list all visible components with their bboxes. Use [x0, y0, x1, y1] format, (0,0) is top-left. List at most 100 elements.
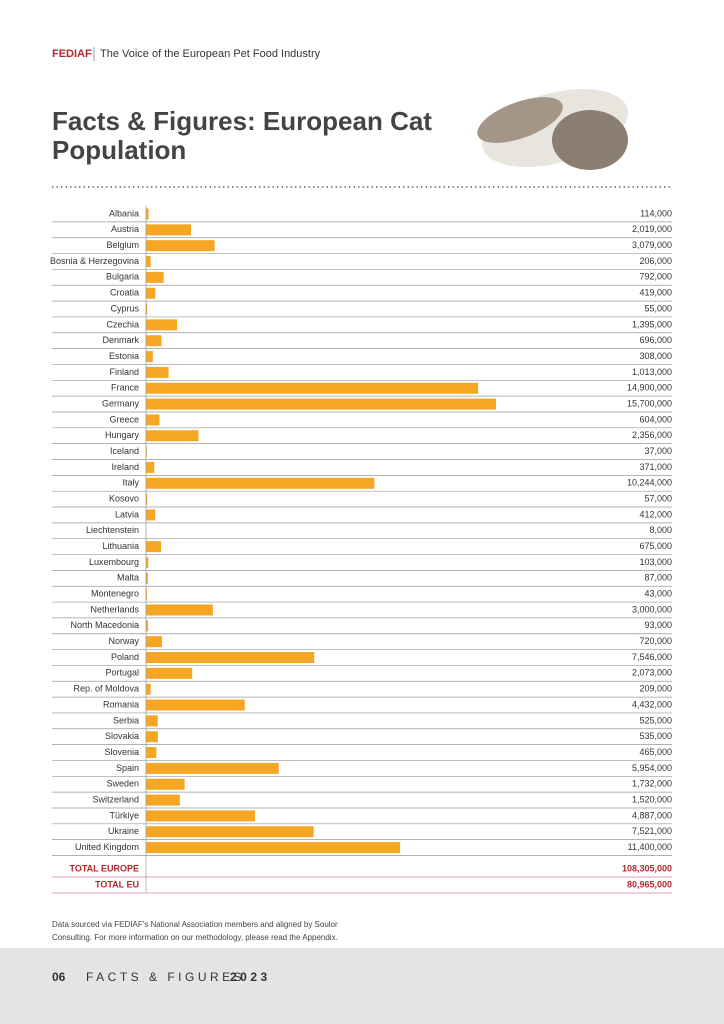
bar [146, 303, 148, 315]
bar [146, 493, 148, 505]
bar [146, 747, 157, 759]
country-label: Finland [109, 367, 139, 377]
value-label: 2,356,000 [632, 430, 672, 440]
value-label: 87,000 [644, 573, 672, 583]
country-label: Denmark [102, 335, 139, 345]
value-label: 696,000 [639, 335, 672, 345]
bar [146, 366, 169, 378]
country-label: Greece [109, 414, 139, 424]
country-label: Albania [109, 208, 139, 218]
total-value: 108,305,000 [622, 863, 672, 873]
value-label: 1,732,000 [632, 779, 672, 789]
bar [146, 256, 151, 268]
country-label: Rep. of Moldova [73, 684, 139, 694]
bar [146, 604, 213, 616]
bar [146, 541, 162, 553]
total-value: 80,965,000 [627, 879, 672, 889]
bar [146, 683, 151, 695]
value-label: 604,000 [639, 414, 672, 424]
value-label: 1,013,000 [632, 367, 672, 377]
bar [146, 446, 147, 458]
value-label: 7,521,000 [632, 826, 672, 836]
title: Population [52, 135, 186, 165]
country-label: France [111, 383, 139, 393]
value-label: 2,073,000 [632, 668, 672, 678]
country-label: Switzerland [92, 794, 139, 804]
footer-text: FACTS & FIGURES [86, 970, 245, 984]
bar [146, 667, 193, 679]
country-label: Germany [102, 398, 140, 408]
value-label: 209,000 [639, 684, 672, 694]
value-label: 1,520,000 [632, 794, 672, 804]
country-label: Serbia [113, 715, 139, 725]
country-label: Portugal [105, 668, 139, 678]
country-label: Slovakia [105, 731, 139, 741]
bar [146, 699, 245, 711]
country-label: Malta [117, 573, 139, 583]
country-label: Hungary [105, 430, 140, 440]
value-label: 465,000 [639, 747, 672, 757]
bar [146, 208, 149, 220]
value-label: 15,700,000 [627, 398, 672, 408]
country-label: Kosovo [109, 493, 139, 503]
value-label: 371,000 [639, 462, 672, 472]
bar [146, 430, 199, 442]
country-label: Ukraine [108, 826, 139, 836]
bar [146, 335, 162, 347]
bar [146, 351, 153, 363]
bar [146, 826, 314, 838]
value-label: 525,000 [639, 715, 672, 725]
value-label: 535,000 [639, 731, 672, 741]
country-label: Slovenia [104, 747, 139, 757]
value-label: 55,000 [644, 303, 672, 313]
brand: FEDIAF [52, 48, 92, 60]
title: Facts & Figures: European Cat [52, 106, 432, 136]
value-label: 5,954,000 [632, 763, 672, 773]
bar [146, 319, 178, 331]
value-label: 720,000 [639, 636, 672, 646]
bar [146, 382, 479, 394]
value-label: 43,000 [644, 589, 672, 599]
value-label: 419,000 [639, 288, 672, 298]
value-label: 11,400,000 [628, 842, 672, 852]
country-label: United Kingdom [75, 842, 139, 852]
bar [146, 271, 164, 283]
country-label: Iceland [110, 446, 139, 456]
bar [146, 715, 158, 727]
bar [146, 620, 149, 632]
country-label: Bosnia & Herzegovina [50, 256, 139, 266]
country-label: Czechia [106, 319, 139, 329]
country-label: Cyprus [110, 303, 139, 313]
bar [146, 572, 148, 584]
country-label: Poland [111, 652, 139, 662]
bar [146, 762, 279, 774]
country-label: Spain [116, 763, 139, 773]
value-label: 4,432,000 [632, 699, 672, 709]
country-label: Romania [103, 699, 139, 709]
bar [146, 731, 158, 743]
total-label: TOTAL EU [95, 879, 139, 889]
bar [146, 477, 375, 489]
bar [146, 556, 149, 568]
bar [146, 652, 315, 664]
total-label: TOTAL EUROPE [69, 863, 139, 873]
value-label: 675,000 [639, 541, 672, 551]
country-label: Italy [122, 478, 139, 488]
footnote: Consulting. For more information on our … [52, 933, 338, 942]
value-label: 114,000 [640, 208, 672, 218]
country-label: Netherlands [90, 604, 139, 614]
country-label: Croatia [110, 288, 139, 298]
country-label: Montenegro [91, 589, 139, 599]
bar [146, 224, 192, 236]
country-label: North Macedonia [70, 620, 139, 630]
country-label: Norway [108, 636, 139, 646]
footer-band [0, 948, 724, 1024]
value-label: 3,079,000 [632, 240, 672, 250]
bar [146, 810, 255, 822]
country-label: Liechtenstein [86, 525, 139, 535]
value-label: 308,000 [639, 351, 672, 361]
cat-image [477, 89, 629, 170]
country-label: Türkiye [109, 810, 139, 820]
page-number: 06 [52, 970, 66, 984]
